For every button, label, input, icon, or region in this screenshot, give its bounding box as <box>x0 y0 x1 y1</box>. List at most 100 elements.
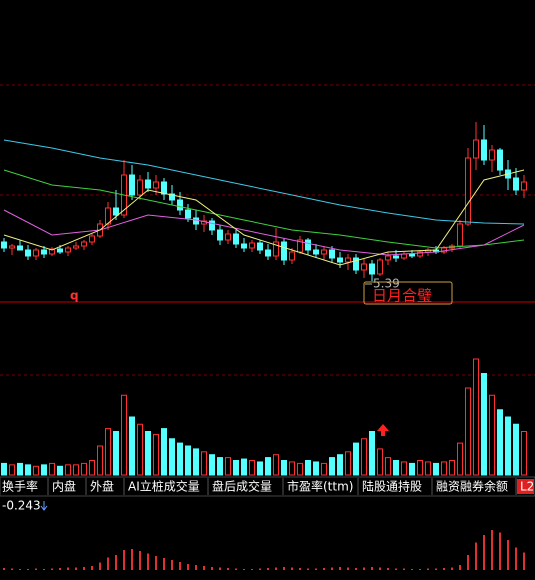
volume-bar <box>321 462 327 476</box>
indicator-bar <box>75 567 77 570</box>
candle-body <box>521 181 527 191</box>
volume-bar <box>137 423 143 476</box>
volume-bar <box>145 431 151 476</box>
candle-body <box>257 242 263 251</box>
candle-body <box>9 245 15 249</box>
marker: q <box>70 289 79 303</box>
volume-bar <box>337 454 343 476</box>
indicator-bar <box>275 567 277 570</box>
volume-bar <box>273 454 279 476</box>
tab[interactable]: AI立桩成交量 <box>128 479 200 494</box>
candle-body <box>281 241 287 261</box>
volume-bar <box>513 423 519 476</box>
indicator-bar <box>163 558 165 570</box>
candle-body <box>65 247 71 253</box>
candle-body <box>385 255 391 261</box>
indicator-bar <box>27 569 29 570</box>
volume-bar <box>353 442 359 476</box>
candle-body <box>465 157 471 225</box>
candle-body <box>209 220 215 231</box>
volume-bar <box>209 454 215 476</box>
candle-body <box>33 249 39 257</box>
tab[interactable]: 陆股通持股 <box>362 479 422 494</box>
volume-bar <box>41 464 47 476</box>
volume-bar <box>361 438 367 476</box>
volume-bar <box>409 462 415 476</box>
moving-average <box>3 209 525 256</box>
candle-body <box>169 193 175 201</box>
tab[interactable]: 外盘 <box>90 479 114 494</box>
indicator-bar <box>219 567 221 570</box>
tab[interactable]: 换手率 <box>2 479 38 494</box>
volume-bar <box>345 451 351 476</box>
indicator-bar <box>331 567 333 570</box>
indicator-bar <box>35 568 37 570</box>
volume-bar <box>225 457 231 476</box>
candle-body <box>361 263 367 271</box>
candle-body <box>225 233 231 241</box>
indicator-bar <box>91 566 93 570</box>
volume-bar <box>417 460 423 476</box>
tab[interactable]: 内盘 <box>52 479 76 494</box>
indicator-bar <box>107 557 109 570</box>
volume-bar <box>425 461 431 476</box>
tab[interactable]: L2 <box>520 480 534 494</box>
moving-average <box>3 139 525 225</box>
volume-bar <box>161 428 167 476</box>
volume-bar <box>1 462 7 476</box>
candle-body <box>25 249 31 257</box>
indicator-bar <box>419 569 421 570</box>
indicator-bar <box>363 567 365 570</box>
volume-bar <box>49 462 55 476</box>
moving-average <box>3 169 525 266</box>
volume-bar <box>65 464 71 476</box>
indicator-readout: -0.243 <box>2 499 41 513</box>
indicator-bar <box>499 532 501 570</box>
indicator-bar <box>475 542 477 570</box>
indicator-bar <box>211 567 213 570</box>
volume-bar <box>57 465 63 476</box>
candle-body <box>393 255 399 259</box>
indicator-bar <box>123 550 125 570</box>
volume-bar <box>257 461 263 476</box>
indicator-bar <box>171 560 173 570</box>
candle-body <box>497 149 503 171</box>
tab-badge <box>517 479 534 494</box>
volume-bar <box>305 460 311 476</box>
indicator-bar <box>491 530 493 570</box>
volume-bar <box>457 442 463 476</box>
volume-bar <box>177 442 183 476</box>
volume-bar <box>17 462 23 476</box>
candle-body <box>57 248 63 253</box>
tab[interactable]: 盘后成交量 <box>212 479 272 494</box>
indicator-bar <box>251 569 253 570</box>
tab[interactable]: 融资融券余额 <box>436 479 508 494</box>
indicator-bar <box>51 568 53 570</box>
indicator-bar <box>451 567 453 570</box>
arrow-down <box>40 501 48 511</box>
candle-body <box>353 257 359 271</box>
volume-bar <box>497 409 503 476</box>
volume-bar <box>297 462 303 476</box>
volume-bar <box>369 431 375 476</box>
volume-bar <box>441 461 447 476</box>
indicator-bar <box>179 562 181 570</box>
indicator-bar <box>435 568 437 570</box>
indicator-bar <box>459 565 461 570</box>
indicator-bar <box>3 568 5 570</box>
indicator-bar <box>187 564 189 570</box>
volume-bar <box>521 431 527 476</box>
indicator-bar <box>467 555 469 570</box>
volume-bar <box>193 448 199 476</box>
moving-average <box>3 169 525 249</box>
signal-box <box>363 281 453 305</box>
indicator-bar <box>427 568 429 570</box>
indicator-bar <box>395 568 397 570</box>
candle-body <box>329 249 335 259</box>
indicator-bar <box>195 565 197 570</box>
volume-bar <box>233 460 239 476</box>
indicator-bar <box>155 556 157 570</box>
volume-bar <box>169 438 175 476</box>
tab[interactable]: 市盈率(ttm) <box>287 479 353 494</box>
